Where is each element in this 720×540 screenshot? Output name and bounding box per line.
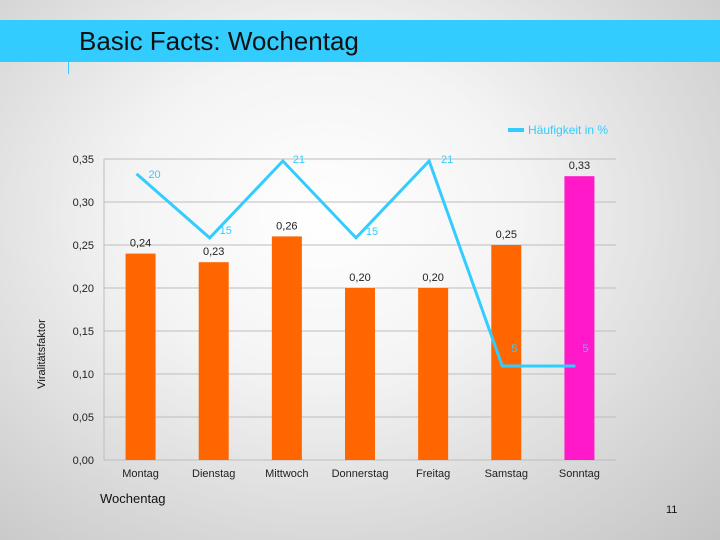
line-data-labels: 20 15 21 15 21 5 5 [148, 154, 588, 355]
bar-data-label: 0,24 [130, 238, 151, 250]
page-number: 11 [666, 504, 678, 516]
bar-data-label: 0,20 [422, 272, 443, 284]
y-tick-label: 0,15 [73, 326, 94, 338]
line-data-label: 15 [366, 226, 378, 238]
x-axis-label: Wochentag [100, 491, 166, 506]
y-tick-label: 0,35 [73, 154, 94, 166]
bar [345, 288, 375, 460]
legend-label: Häufigkeit in % [528, 123, 609, 137]
y-tick-label: 0,05 [73, 412, 94, 424]
y-tick-label: 0,30 [73, 197, 94, 209]
line-data-label: 5 [582, 343, 588, 355]
bar-data-label: 0,23 [203, 246, 224, 258]
title-bar [0, 20, 720, 62]
y-tick-label: 0,00 [73, 455, 94, 467]
bar-data-label: 0,33 [569, 160, 590, 172]
bar [271, 236, 302, 460]
bar-data-labels: 0,24 0,23 0,26 0,20 0,20 0,25 0,33 [130, 160, 590, 284]
legend-line-swatch [508, 128, 524, 132]
x-tick-label: Mittwoch [265, 468, 308, 480]
chart-legend: Häufigkeit in % [508, 123, 608, 137]
line-data-label: 15 [220, 225, 232, 237]
x-tick-label: Sonntag [559, 468, 600, 480]
line-data-label: 20 [148, 169, 160, 181]
bar-data-label: 0,26 [276, 220, 297, 232]
y-tick-label: 0,25 [73, 240, 94, 252]
line-series [135, 158, 576, 368]
bar [564, 176, 595, 460]
x-tick-label: Donnerstag [332, 468, 389, 480]
slide-title: Basic Facts: Wochentag [79, 26, 359, 56]
bar-data-label: 0,25 [496, 229, 517, 241]
x-tick-label: Samstag [485, 468, 528, 480]
bar [125, 253, 156, 460]
y-tick-label: 0,20 [73, 283, 94, 295]
bar [418, 288, 449, 460]
line-data-label: 21 [293, 154, 305, 166]
line-data-label: 5 [511, 343, 517, 355]
line-path [135, 158, 576, 368]
y-tick-labels: 0,00 0,05 0,10 0,15 0,20 0,25 0,30 0,35 [73, 154, 94, 467]
bar [198, 262, 229, 460]
x-tick-label: Montag [122, 468, 159, 480]
x-tick-labels: Montag Dienstag Mittwoch Donnerstag Freitag S… [122, 468, 600, 480]
title-tick [68, 62, 69, 74]
x-tick-label: Freitag [416, 468, 450, 480]
bar-series [125, 176, 595, 460]
y-axis-label: Viralitätsfaktor [36, 319, 48, 389]
y-tick-label: 0,10 [73, 369, 94, 381]
x-tick-label: Dienstag [192, 468, 235, 480]
bar-data-label: 0,20 [349, 272, 370, 284]
line-data-label: 21 [441, 154, 453, 166]
